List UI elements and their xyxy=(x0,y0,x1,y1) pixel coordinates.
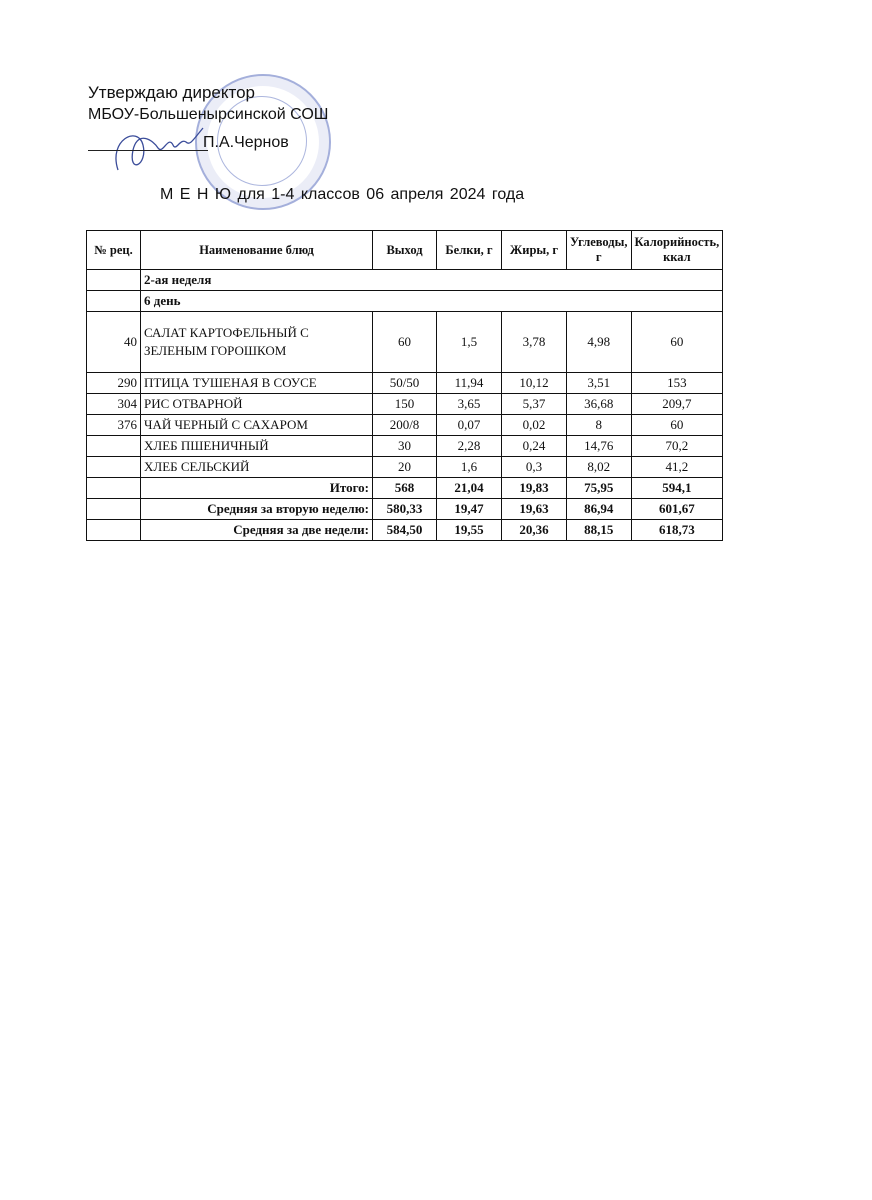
cell-dish-name: САЛАТ КАРТОФЕЛЬНЫЙ С ЗЕЛЕНЫМ ГОРОШКОМ xyxy=(140,311,373,373)
director-signature xyxy=(115,127,204,171)
cell-recipe-no: 40 xyxy=(86,311,141,373)
week-label: 2-ая неделя xyxy=(139,269,724,291)
cell-recipe-no: 304 xyxy=(86,393,141,415)
cell-calories: 209,7 xyxy=(630,393,724,415)
col-protein: Белки, г xyxy=(436,230,502,270)
cell-fat: 10,12 xyxy=(501,372,567,394)
cell-protein: 3,65 xyxy=(436,393,502,415)
total-fat: 19,63 xyxy=(501,498,567,520)
table-row: 376 ЧАЙ ЧЕРНЫЙ С САХАРОМ 200/8 0,07 0,02 8 60 xyxy=(86,414,724,436)
cell-yield: 150 xyxy=(372,393,437,415)
total-fat: 20,36 xyxy=(501,519,567,541)
cell-dish-name: ЧАЙ ЧЕРНЫЙ С САХАРОМ xyxy=(140,414,373,436)
total-protein: 19,55 xyxy=(436,519,502,541)
school-name: МБОУ-Большенырсинской СОШ xyxy=(88,106,329,123)
director-name: П.А.Чернов xyxy=(203,134,289,151)
total-row: Средняя за вторую неделю: 580,33 19,47 19,6… xyxy=(86,498,724,520)
cell-carbs: 3,51 xyxy=(566,372,632,394)
table-row: ХЛЕБ ПШЕНИЧНЫЙ 30 2,28 0,24 14,76 70,2 xyxy=(86,435,724,457)
total-carbs: 86,94 xyxy=(566,498,632,520)
week-row: 2-ая неделя xyxy=(86,269,724,291)
total-calories: 601,67 xyxy=(630,498,724,520)
signature-line xyxy=(88,150,208,151)
cell-yield: 50/50 xyxy=(372,372,437,394)
total-protein: 21,04 xyxy=(436,477,502,499)
total-label: Средняя за вторую неделю: xyxy=(140,498,373,520)
cell-dish-name: ПТИЦА ТУШЕНАЯ В СОУСЕ xyxy=(140,372,373,394)
school-stamp xyxy=(195,74,331,210)
cell-fat: 0,02 xyxy=(501,414,567,436)
total-fat: 19,83 xyxy=(501,477,567,499)
col-yield: Выход xyxy=(372,230,437,270)
total-protein: 19,47 xyxy=(436,498,502,520)
menu-table: № рец. Наименование блюд Выход Белки, г … xyxy=(86,230,724,541)
cell-calories: 153 xyxy=(630,372,724,394)
cell-carbs: 14,76 xyxy=(566,435,632,457)
col-recipe-no: № рец. xyxy=(86,230,141,270)
cell-protein: 2,28 xyxy=(436,435,502,457)
cell-protein: 0,07 xyxy=(436,414,502,436)
cell-calories: 41,2 xyxy=(630,456,724,478)
cell-recipe-no xyxy=(86,456,141,478)
cell-fat: 5,37 xyxy=(501,393,567,415)
cell-fat: 0,3 xyxy=(501,456,567,478)
cell-recipe-no: 376 xyxy=(86,414,141,436)
col-fat: Жиры, г xyxy=(501,230,567,270)
cell-dish-name: ХЛЕБ ПШЕНИЧНЫЙ xyxy=(140,435,373,457)
cell-protein: 11,94 xyxy=(436,372,502,394)
menu-title: М Е Н Ю для 1-4 классов 06 апреля 2024 г… xyxy=(160,186,525,203)
col-dish-name: Наименование блюд xyxy=(140,230,373,270)
approval-heading: Утверждаю директор xyxy=(88,83,256,102)
total-yield: 568 xyxy=(372,477,437,499)
cell-carbs: 36,68 xyxy=(566,393,632,415)
cell-calories: 60 xyxy=(630,311,724,373)
table-row: 290 ПТИЦА ТУШЕНАЯ В СОУСЕ 50/50 11,94 10,12 3… xyxy=(86,372,724,394)
cell-yield: 20 xyxy=(372,456,437,478)
table-row: 40 САЛАТ КАРТОФЕЛЬНЫЙ С ЗЕЛЕНЫМ ГОРОШКОМ 6… xyxy=(86,311,724,373)
cell-protein: 1,6 xyxy=(436,456,502,478)
cell-protein: 1,5 xyxy=(436,311,502,373)
total-label: Средняя за две недели: xyxy=(140,519,373,541)
cell-recipe-no: 290 xyxy=(86,372,141,394)
cell-fat: 3,78 xyxy=(501,311,567,373)
cell-yield: 200/8 xyxy=(372,414,437,436)
table-row: 304 РИС ОТВАРНОЙ 150 3,65 5,37 36,68 209,7 xyxy=(86,393,724,415)
table-header-row: № рец. Наименование блюд Выход Белки, г … xyxy=(86,230,724,270)
day-row: 6 день xyxy=(86,290,724,312)
cell-carbs: 4,98 xyxy=(566,311,632,373)
total-carbs: 88,15 xyxy=(566,519,632,541)
cell-yield: 30 xyxy=(372,435,437,457)
total-yield: 580,33 xyxy=(372,498,437,520)
cell-carbs: 8,02 xyxy=(566,456,632,478)
col-calories: Калорийность, ккал xyxy=(630,230,724,270)
day-label: 6 день xyxy=(139,290,724,312)
col-carbs: Углеводы, г xyxy=(566,230,632,270)
cell-carbs: 8 xyxy=(566,414,632,436)
table-row: ХЛЕБ СЕЛЬСКИЙ 20 1,6 0,3 8,02 41,2 xyxy=(86,456,724,478)
cell-calories: 70,2 xyxy=(630,435,724,457)
total-calories: 594,1 xyxy=(630,477,724,499)
total-yield: 584,50 xyxy=(372,519,437,541)
total-row: Средняя за две недели: 584,50 19,55 20,36 88… xyxy=(86,519,724,541)
cell-dish-name: РИС ОТВАРНОЙ xyxy=(140,393,373,415)
cell-yield: 60 xyxy=(372,311,437,373)
cell-recipe-no xyxy=(86,435,141,457)
total-row: Итого: 568 21,04 19,83 75,95 594,1 xyxy=(86,477,724,499)
total-label: Итого: xyxy=(140,477,373,499)
cell-dish-name: ХЛЕБ СЕЛЬСКИЙ xyxy=(140,456,373,478)
cell-fat: 0,24 xyxy=(501,435,567,457)
cell-calories: 60 xyxy=(630,414,724,436)
total-calories: 618,73 xyxy=(630,519,724,541)
total-carbs: 75,95 xyxy=(566,477,632,499)
